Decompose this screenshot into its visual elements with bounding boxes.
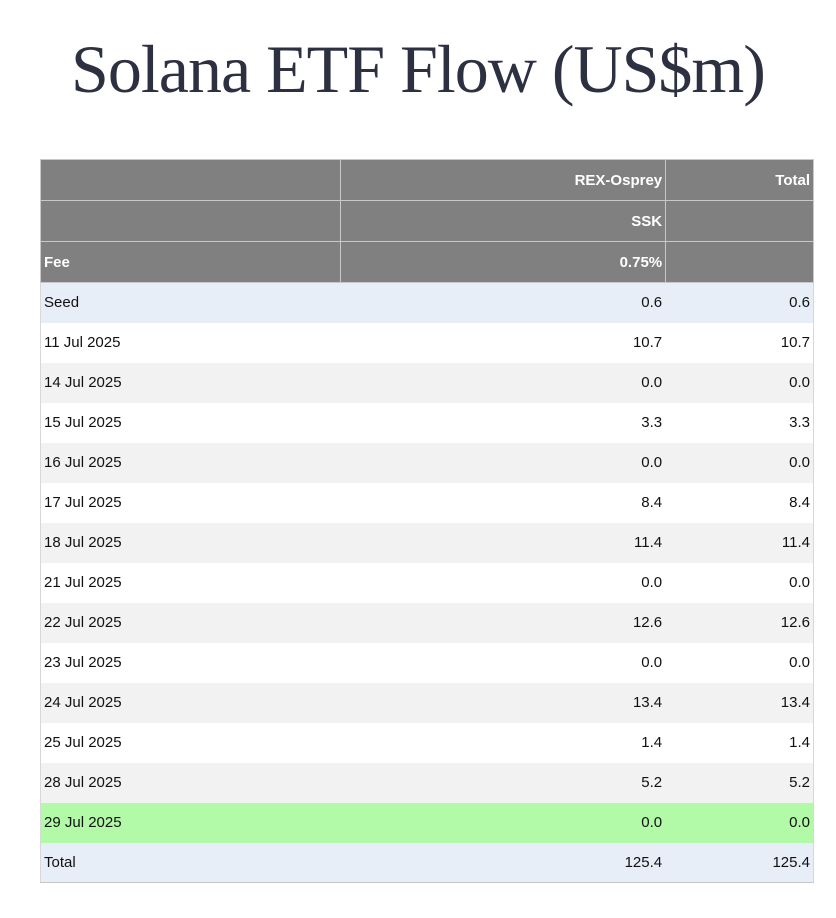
header-cell-ticker: SSK [339, 200, 667, 242]
row-label-cell: Seed [40, 282, 341, 323]
header-cell-label [40, 159, 341, 201]
row-total-cell: 5.2 [665, 762, 814, 803]
row-ssk-cell: 0.0 [340, 802, 666, 843]
row-total-cell: 0.0 [665, 802, 814, 843]
row-ssk-cell: 8.4 [340, 482, 666, 523]
table-header: REX-Osprey Total SSK Fee 0.75% [40, 159, 814, 283]
row-ssk-cell: 1.4 [340, 722, 666, 763]
table-row: 25 Jul 2025 1.4 1.4 [40, 722, 814, 763]
header-cell-total: Total [665, 159, 814, 201]
row-total-cell: 8.4 [665, 482, 814, 523]
row-total-cell: 0.0 [665, 442, 814, 483]
header-row-issuer: REX-Osprey Total [40, 159, 814, 201]
row-total-cell: 125.4 [665, 842, 814, 883]
table-row: 16 Jul 2025 0.0 0.0 [40, 442, 814, 483]
row-ssk-cell: 12.6 [340, 602, 666, 643]
row-total-cell: 0.0 [665, 562, 814, 603]
row-ssk-cell: 0.0 [340, 362, 666, 403]
table-row: 28 Jul 2025 5.2 5.2 [40, 762, 814, 803]
row-total-cell: 12.6 [665, 602, 814, 643]
row-label-cell: 16 Jul 2025 [40, 442, 341, 483]
table-row: 24 Jul 2025 13.4 13.4 [40, 682, 814, 723]
row-label-cell: 23 Jul 2025 [40, 642, 341, 683]
row-ssk-cell: 11.4 [340, 522, 666, 563]
row-label-cell: 25 Jul 2025 [40, 722, 341, 763]
row-ssk-cell: 5.2 [340, 762, 666, 803]
header-cell-fee-label: Fee [40, 241, 341, 283]
table-row: 21 Jul 2025 0.0 0.0 [40, 562, 814, 603]
table-row: Seed 0.6 0.6 [40, 282, 814, 323]
header-row-fee: Fee 0.75% [40, 241, 814, 283]
row-total-cell: 10.7 [665, 322, 814, 363]
table-row: 23 Jul 2025 0.0 0.0 [40, 642, 814, 683]
row-total-cell: 11.4 [665, 522, 814, 563]
row-label-cell: Total [40, 842, 341, 883]
table-row: 17 Jul 2025 8.4 8.4 [40, 482, 814, 523]
header-cell-label [40, 200, 341, 242]
row-ssk-cell: 0.6 [340, 282, 666, 323]
row-total-cell: 0.0 [665, 362, 814, 403]
row-label-cell: 28 Jul 2025 [40, 762, 341, 803]
table-body: Seed 0.6 0.6 11 Jul 2025 10.7 10.7 14 Jul 2025… [40, 282, 814, 883]
row-ssk-cell: 125.4 [340, 842, 666, 883]
header-cell-empty [665, 200, 814, 242]
row-label-cell: 22 Jul 2025 [40, 602, 341, 643]
row-ssk-cell: 0.0 [340, 642, 666, 683]
row-ssk-cell: 13.4 [340, 682, 666, 723]
row-label-cell: 15 Jul 2025 [40, 402, 341, 443]
table-row: 14 Jul 2025 0.0 0.0 [40, 362, 814, 403]
table-row: Total 125.4 125.4 [40, 842, 814, 883]
row-label-cell: 18 Jul 2025 [40, 522, 341, 563]
etf-flow-table: REX-Osprey Total SSK Fee 0.75% Seed 0.6 0.… [40, 159, 814, 883]
row-label-cell: 24 Jul 2025 [40, 682, 341, 723]
row-ssk-cell: 0.0 [340, 442, 666, 483]
row-total-cell: 0.0 [665, 642, 814, 683]
row-ssk-cell: 0.0 [340, 562, 666, 603]
row-label-cell: 14 Jul 2025 [40, 362, 341, 403]
row-total-cell: 0.6 [665, 282, 814, 323]
row-label-cell: 11 Jul 2025 [40, 322, 341, 363]
table-row: 29 Jul 2025 0.0 0.0 [40, 802, 814, 843]
table-row: 18 Jul 2025 11.4 11.4 [40, 522, 814, 563]
table-row: 15 Jul 2025 3.3 3.3 [40, 402, 814, 443]
table-row: 22 Jul 2025 12.6 12.6 [40, 602, 814, 643]
row-ssk-cell: 10.7 [340, 322, 666, 363]
page-title: Solana ETF Flow (US$m) [71, 31, 766, 107]
row-total-cell: 13.4 [665, 682, 814, 723]
row-label-cell: 29 Jul 2025 [40, 802, 341, 843]
row-label-cell: 17 Jul 2025 [40, 482, 341, 523]
header-row-ticker: SSK [40, 200, 814, 242]
row-total-cell: 1.4 [665, 722, 814, 763]
table-row: 11 Jul 2025 10.7 10.7 [40, 322, 814, 363]
header-cell-issuer: REX-Osprey [339, 159, 667, 201]
row-ssk-cell: 3.3 [340, 402, 666, 443]
header-cell-empty [665, 241, 814, 283]
row-label-cell: 21 Jul 2025 [40, 562, 341, 603]
row-total-cell: 3.3 [665, 402, 814, 443]
header-cell-fee-value: 0.75% [339, 241, 667, 283]
